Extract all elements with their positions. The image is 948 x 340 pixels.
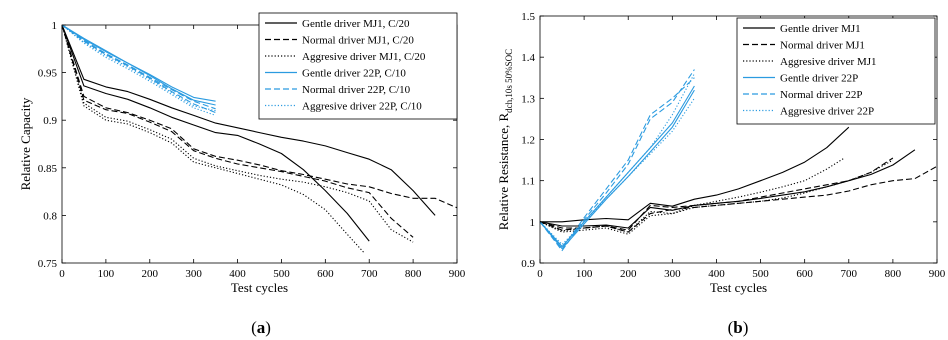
panel-a-x-tick-label: 200 [142,268,159,280]
panel-b-y-tick-label: 1.5 [521,11,535,23]
panel-b-x-tick-label: 900 [929,268,946,280]
panel-a-x-tick-label: 300 [185,268,202,280]
panel-b-y-tick-label: 0.9 [521,258,535,270]
panel-a-x-tick-label: 100 [98,268,115,280]
panel-b-y-tick-label: 1.3 [521,93,535,105]
panel-b-y-tick-label: 1 [530,217,536,229]
panel-b-series-line [539,157,845,233]
panel-b-x-axis-label: Test cycles [710,280,767,295]
panel-a-y-axis-label: Relative Capacity [18,97,33,190]
panel-a-series-line [61,24,216,110]
panel-a-caption: (a) [251,318,271,337]
panel-a-y-tick-label: 0.8 [43,210,57,222]
panel-b-y-tick-label: 1.2 [521,135,535,147]
panel-b-y-tick-label: 1.1 [521,176,535,188]
panel-b-series-line [539,73,695,248]
panel-a-x-tick-label: 500 [273,268,290,280]
panel-b-x-tick-label: 200 [620,268,637,280]
panel-a-chart: 0 100 200 300 400 500 600 700 800 900 0.75 0.8 0.85 0… [18,12,466,337]
panel-b-x-tick-label: 800 [885,268,902,280]
panel-b-legend-label: Normal driver MJ1 [780,40,865,52]
panel-b-x-tick-label: 0 [537,268,543,280]
panel-a-legend-label: Normal driver MJ1, C/20 [302,35,414,47]
panel-a-series-group [61,24,458,254]
panel-b-x-tick-label: 300 [664,268,681,280]
panel-b-caption: (b) [728,318,749,337]
panel-b-legend-label: Normal driver 22P [780,89,862,101]
panel-b-y-axis-label: Relative Resistance, Rdch,10s 50%SOC [496,49,514,230]
panel-a-y-tick-label: 0.95 [38,68,58,80]
panel-a-series-line [61,24,436,216]
panel-a-x-tick-label: 600 [317,268,334,280]
panel-b-y-tick-label: 1.4 [521,52,535,64]
panel-a-series-line [61,24,414,238]
panel-a-legend-label: Normal driver 22P, C/10 [302,84,411,96]
panel-a-x-tick-label: 400 [229,268,246,280]
panel-b-legend-label: Gentle driver 22P [780,73,858,85]
panel-b-ticks: 0 100 200 300 400 500 600 700 800 900 0.9 1 1.1 1.2 1.… [521,11,946,280]
panel-b-x-tick-label: 500 [752,268,769,280]
panel-b-legend-box [736,17,936,125]
panel-a-series-line [61,24,216,114]
panel-a-x-axis-label: Test cycles [231,280,288,295]
panel-b-series-line [540,126,850,223]
panel-b-chart: 0 100 200 300 400 500 600 700 800 900 0.9 1 1.1 1.2 1.… [496,11,946,337]
panel-a-series-line [61,24,216,112]
panel-a-series-line [61,24,370,242]
panel-b-x-tick-label: 100 [576,268,593,280]
panel-a-series-line [61,24,216,106]
panel-a-series-line [61,24,216,102]
panel-b-series-group [539,69,938,252]
panel-b-series-line [539,89,695,250]
panel-b-series-line [539,165,938,233]
panel-b-legend-label: Aggresive driver 22P [780,106,874,118]
panel-b-legend: Gentle driver MJ1 Normal driver MJ1 Aggres… [736,17,936,125]
panel-a-legend-label: Gentle driver MJ1, C/20 [302,18,410,30]
panel-b-legend-label: Aggresive driver MJ1 [780,56,877,68]
panel-a-series-line [61,24,414,243]
panel-a-legend-label: Aggresive driver 22P, C/10 [302,101,422,113]
panel-a-legend: Gentle driver MJ1, C/20 Normal driver MJ1… [258,12,458,120]
panel-b-series-line [539,159,894,235]
panel-a-legend-label: Gentle driver 22P, C/10 [302,68,406,80]
panel-b-series-line [539,97,695,246]
panel-a-x-tick-label: 0 [59,268,65,280]
panel-b-series-line [539,69,695,252]
panel-a-series-line [61,24,216,116]
panel-a-y-tick-label: 1 [52,20,58,32]
panel-b-series-line [539,85,695,248]
panel-b-y-axis-label-subscript: dch,10s 50%SOC [504,49,514,113]
panel-b-series-line [539,149,916,229]
panel-b-x-tick-label: 400 [708,268,725,280]
panel-a-y-tick-label: 0.9 [43,115,57,127]
panel-a-legend-box [258,12,458,120]
panel-b-y-axis-label-main: Relative Resistance, R [496,113,511,231]
panel-a-x-tick-label: 700 [361,268,378,280]
panel-b-legend-label: Gentle driver MJ1 [780,23,861,35]
panel-a-y-tick-label: 0.75 [38,258,58,270]
panel-b-x-tick-label: 600 [796,268,813,280]
panel-a-x-tick-label: 900 [449,268,466,280]
panel-a-series-line [61,24,458,209]
panel-a-ticks: 0 100 200 300 400 500 600 700 800 900 0.75 0.8 0.85 0… [38,20,466,280]
panel-a-x-tick-label: 800 [405,268,422,280]
panel-b-series-line [539,77,695,250]
panel-b-x-tick-label: 700 [841,268,858,280]
panel-a-y-tick-label: 0.85 [38,163,58,175]
panel-a-legend-label: Aggresive driver MJ1, C/20 [302,51,426,63]
